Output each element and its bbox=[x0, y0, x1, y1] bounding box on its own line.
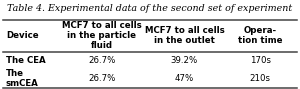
Text: The CEA: The CEA bbox=[6, 56, 46, 65]
Text: 26.7%: 26.7% bbox=[88, 56, 116, 65]
Text: Opera-
tion time: Opera- tion time bbox=[238, 26, 283, 45]
Text: MCF7 to all cells
in the particle
fluid: MCF7 to all cells in the particle fluid bbox=[62, 21, 142, 50]
Text: Device: Device bbox=[6, 31, 39, 40]
Text: The
smCEA: The smCEA bbox=[6, 69, 39, 88]
Text: 47%: 47% bbox=[175, 74, 194, 83]
Text: 170s: 170s bbox=[250, 56, 271, 65]
Text: 210s: 210s bbox=[250, 74, 271, 83]
Text: 26.7%: 26.7% bbox=[88, 74, 116, 83]
Text: MCF7 to all cells
in the outlet: MCF7 to all cells in the outlet bbox=[145, 26, 224, 45]
Text: 39.2%: 39.2% bbox=[171, 56, 198, 65]
Text: Table 4. Experimental data of the second set of experiment: Table 4. Experimental data of the second… bbox=[8, 4, 292, 13]
